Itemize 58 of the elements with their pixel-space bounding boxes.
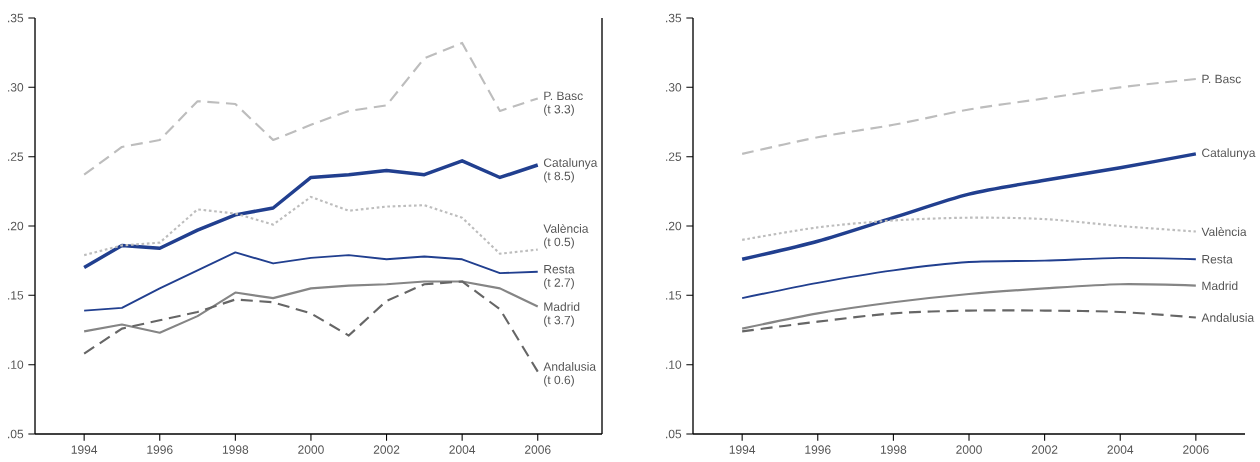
- x-tick-label: 2004: [449, 445, 476, 454]
- annotation: (t 2.7): [544, 277, 574, 290]
- line-series: [741, 309, 1197, 333]
- y-tick-label: .10: [8, 360, 24, 369]
- series-label: Resta: [544, 265, 575, 274]
- x-tick-label: 2002: [1031, 445, 1058, 454]
- x-tick-label: 1994: [71, 445, 98, 454]
- line-series: [83, 280, 539, 334]
- x-tick-label: 2004: [1107, 445, 1134, 454]
- line-series: [83, 195, 539, 257]
- x-tick-label: 2002: [373, 445, 400, 454]
- line-series: [83, 280, 539, 373]
- y-tick-label: .15: [8, 291, 24, 300]
- y-tick-label: .15: [666, 291, 682, 300]
- annotation: (t 3.7): [544, 315, 574, 327]
- series-label: València: [1201, 227, 1247, 237]
- series-label: València: [543, 223, 589, 233]
- x-tick-label: 2006: [1183, 445, 1209, 454]
- series-label: Madrid: [544, 302, 580, 311]
- x-tick-label: 1994: [729, 445, 756, 454]
- x-tick-label: 1998: [222, 445, 249, 454]
- series-label: Catalunya: [1202, 148, 1256, 160]
- x-tick-label: 2000: [956, 445, 982, 454]
- y-tick-label: .20: [666, 221, 682, 231]
- x-tick-label: 1998: [880, 445, 907, 454]
- x-tick-label: 1996: [805, 445, 831, 454]
- y-tick-label: .20: [8, 221, 24, 231]
- series-label: Resta: [1202, 255, 1233, 264]
- line-series: [740, 152, 1198, 262]
- y-tick-label: .35: [8, 13, 24, 23]
- line-series: [741, 283, 1197, 330]
- annotation: (t 3.3): [544, 104, 574, 116]
- x-tick-label: 1996: [147, 445, 173, 454]
- line-series: [741, 216, 1197, 241]
- line-series: [83, 251, 539, 312]
- y-tick-label: .05: [666, 429, 682, 439]
- x-tick-label: 2000: [298, 445, 324, 454]
- y-tick-label: .30: [666, 83, 682, 92]
- x-tick-label: 2006: [525, 445, 551, 454]
- y-tick-label: .25: [8, 152, 24, 161]
- annotation: (t 8.5): [544, 171, 574, 183]
- annotation: (t 0.5): [544, 237, 574, 249]
- line-series: [83, 41, 539, 176]
- line-series: [82, 159, 540, 270]
- y-tick-label: .30: [8, 83, 24, 92]
- series-label: Andalusia: [543, 362, 597, 371]
- series-label: P. Basc: [544, 91, 583, 101]
- series-label: P. Basc: [1202, 74, 1241, 84]
- line-series: [741, 256, 1197, 300]
- y-tick-label: .05: [8, 429, 24, 439]
- series-label: Andalusia: [1201, 313, 1255, 322]
- line-series: [741, 77, 1197, 155]
- y-tick-label: .35: [666, 13, 682, 23]
- annotation: (t 0.6): [544, 375, 574, 387]
- series-label: Madrid: [1202, 281, 1238, 291]
- series-label: Catalunya: [543, 158, 598, 170]
- y-tick-label: .10: [666, 360, 682, 369]
- y-tick-label: .25: [666, 152, 682, 161]
